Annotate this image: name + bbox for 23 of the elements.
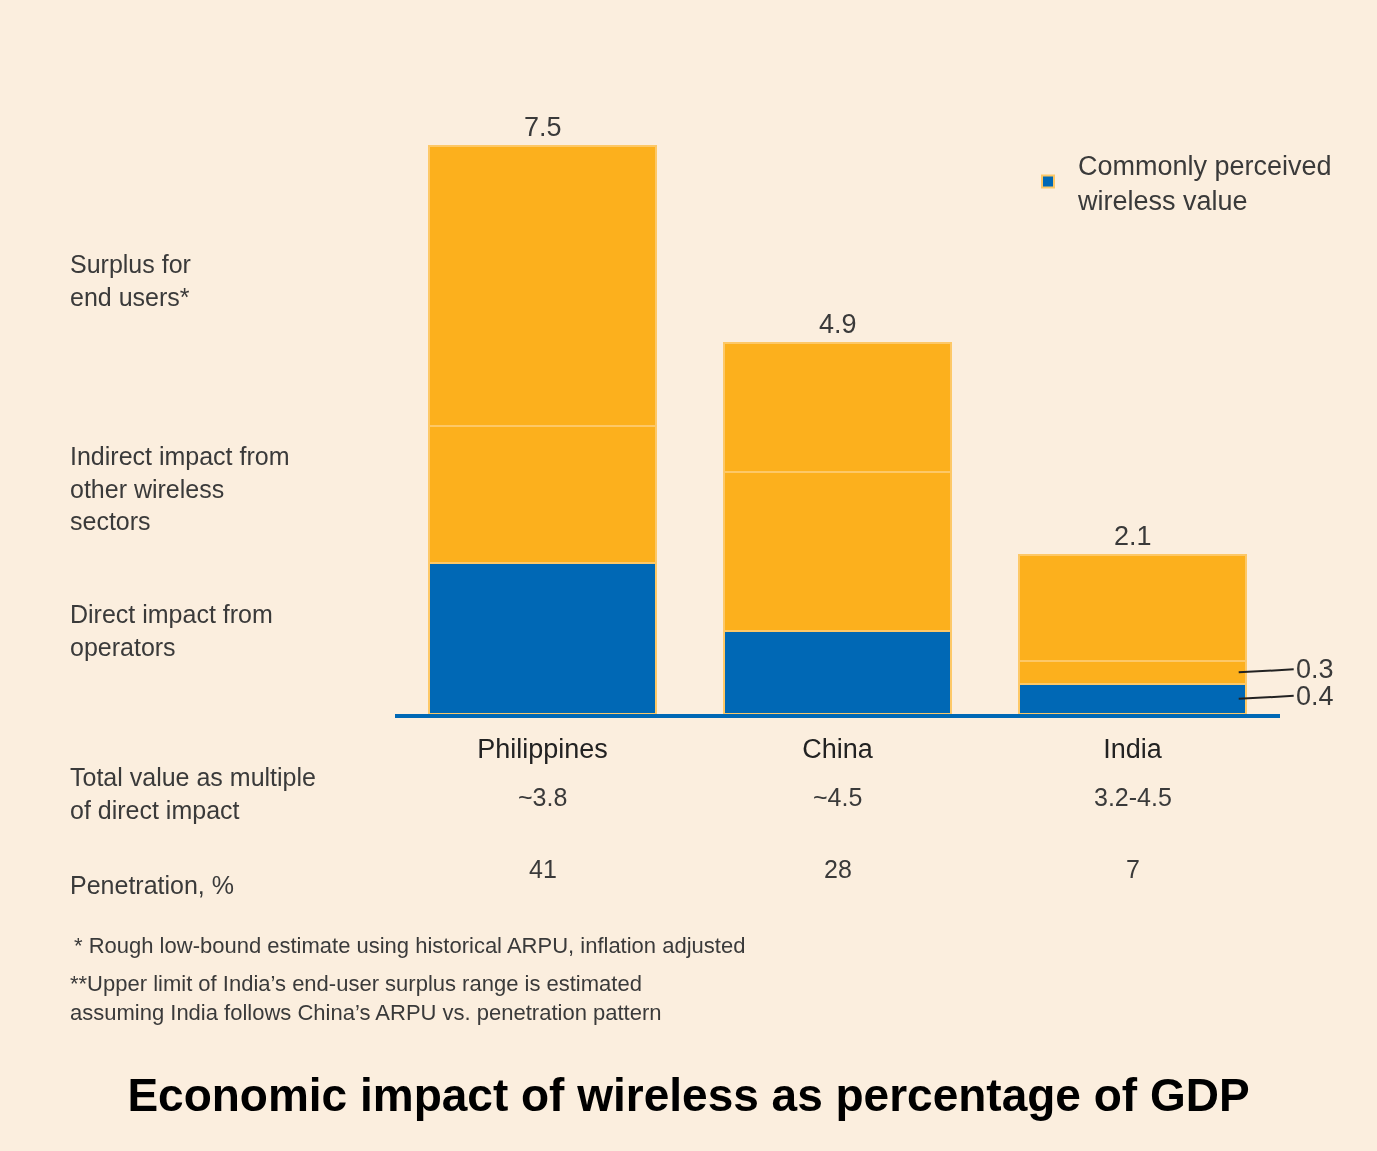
text: Total value as multiple of direct impact	[70, 763, 316, 824]
text: Penetration, %	[70, 871, 234, 899]
text: 3.2-4.5	[1094, 783, 1172, 811]
text: ~3.8	[518, 783, 568, 811]
text: 7	[1126, 855, 1140, 883]
text: 41	[529, 855, 557, 883]
legend-label: Commonly perceived wireless value	[1077, 150, 1332, 216]
total-label: 4.9	[819, 309, 857, 339]
data-label: 0.3	[1296, 654, 1334, 684]
text: ~4.5	[813, 783, 863, 811]
data-label: 0.4	[1296, 681, 1334, 711]
x-tick-label: Philippines	[477, 734, 608, 765]
text: Economic impact of wireless as percentage of GDP	[127, 1069, 1250, 1122]
text: * Rough low-bound estimate using historical ARPU, inflation adjusted	[74, 933, 746, 958]
text: Surplus for end users*	[70, 250, 191, 311]
x-tick-label: China	[802, 734, 874, 765]
text: Direct impact from operators	[70, 600, 273, 661]
text: Indirect impact from other wireless sectors	[70, 442, 290, 535]
total-label: 2.1	[1114, 521, 1152, 551]
text: **Upper limit of India’s end-user surplus range is estimated assuming India follows China’s ARPU vs. penetration pattern	[70, 971, 662, 1025]
text: 28	[824, 855, 852, 883]
total-label: 7.5	[524, 112, 562, 142]
x-tick-label: India	[1103, 734, 1163, 765]
